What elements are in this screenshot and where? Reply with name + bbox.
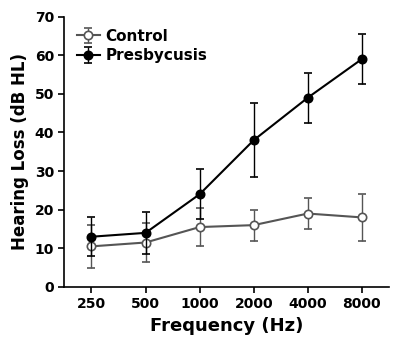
Legend: Control, Presbycusis: Control, Presbycusis [72,24,212,68]
X-axis label: Frequency (Hz): Frequency (Hz) [150,317,303,335]
Y-axis label: Hearing Loss (dB HL): Hearing Loss (dB HL) [11,53,29,250]
